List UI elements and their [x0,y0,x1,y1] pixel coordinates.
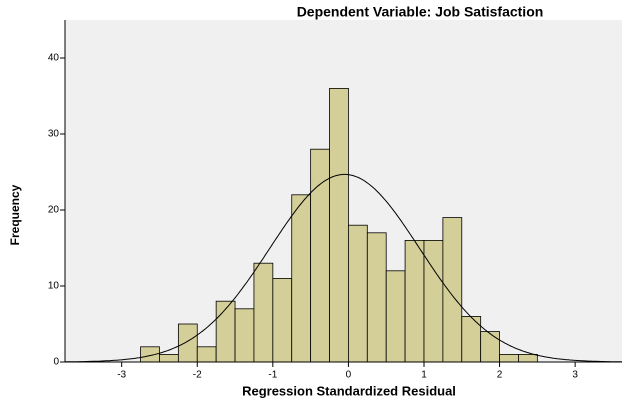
bar [499,353,519,363]
bar [159,353,179,363]
x-tick-label: 1 [421,370,427,381]
y-tick-label: 40 [48,53,60,64]
bar [329,88,349,363]
bar [348,224,368,363]
y-tick-label: 10 [48,281,60,292]
bar [366,232,387,363]
bar [442,217,463,363]
bar [253,262,274,363]
y-axis-label: Frequency [8,184,22,245]
bar [310,148,330,363]
x-tick-label: -1 [268,370,277,381]
x-axis-label: Regression Standardized Residual [242,383,456,398]
bar [518,353,538,363]
x-tick-label: 2 [497,370,503,381]
chart-subtitle: Dependent Variable: Job Satisfaction [297,4,544,20]
bar [291,194,312,363]
y-tick-label: 20 [48,205,60,216]
bar [385,270,406,363]
y-tick-label: 30 [48,129,60,140]
bar [272,277,293,363]
bar [177,323,198,363]
x-tick-label: -2 [193,370,202,381]
bar [404,239,425,363]
x-tick-label: 0 [346,370,352,381]
bar [480,331,500,363]
x-tick-label: -3 [117,370,126,381]
normal-curve [65,173,622,363]
y-tick-label: 0 [53,357,59,368]
x-tick-label: 3 [572,370,578,381]
bar [215,300,236,363]
bar [234,308,255,363]
bar [196,346,217,363]
